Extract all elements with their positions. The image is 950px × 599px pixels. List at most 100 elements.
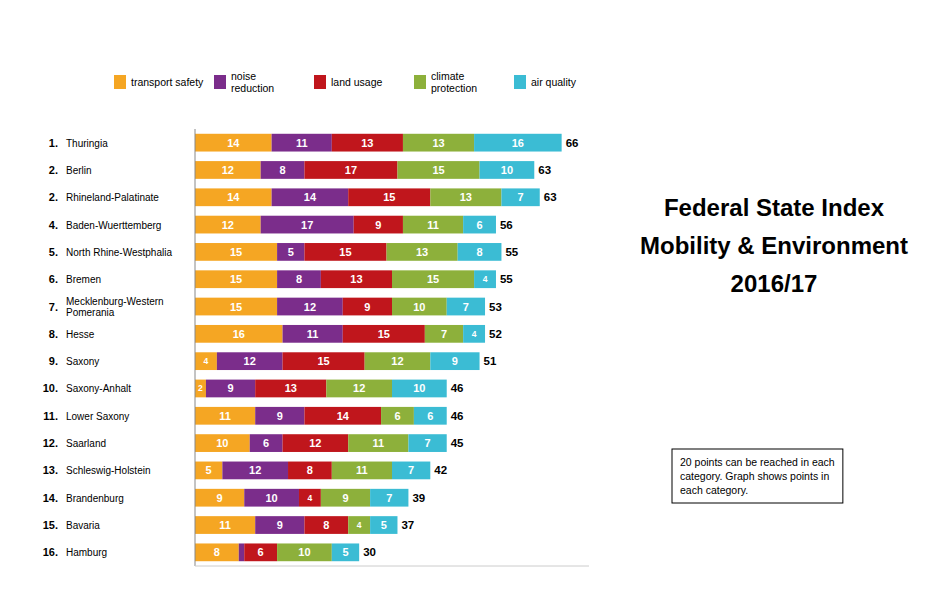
bar-segment xyxy=(195,298,277,316)
text-line: air quality xyxy=(531,76,577,88)
rank-label: 12. xyxy=(43,437,58,449)
legend-label: air quality xyxy=(531,76,577,88)
bar-segment xyxy=(195,543,239,561)
text-line: noise xyxy=(231,70,256,82)
rank-label: 10. xyxy=(43,382,58,394)
text-line: protection xyxy=(431,82,477,94)
data-label: 4 xyxy=(308,493,313,503)
rank-label: 2. xyxy=(49,191,58,203)
data-label: 12 xyxy=(244,355,256,367)
data-label: 7 xyxy=(386,492,392,504)
category-label: Berlin xyxy=(66,164,92,175)
bar-segment xyxy=(408,434,446,452)
data-label: 4 xyxy=(204,356,209,366)
legend-swatch xyxy=(514,75,526,89)
data-label: 15 xyxy=(432,164,444,176)
data-label: 15 xyxy=(339,246,351,258)
legend-swatch xyxy=(314,75,326,89)
bar-segment xyxy=(304,407,381,425)
category-label: Brandenburg xyxy=(66,492,124,503)
bar-segment xyxy=(195,134,272,152)
rank-label: 9. xyxy=(49,355,58,367)
text-line: land usage xyxy=(331,76,383,88)
total-label: 39 xyxy=(412,492,425,504)
total-label: 46 xyxy=(451,382,464,394)
total-label: 30 xyxy=(363,546,376,558)
bar-segment xyxy=(255,516,304,534)
bar-segment xyxy=(463,216,496,234)
data-label: 5 xyxy=(342,546,348,558)
data-label: 12 xyxy=(391,355,403,367)
data-label: 8 xyxy=(214,546,220,558)
bar-segment xyxy=(370,516,397,534)
bar-segment xyxy=(239,543,244,561)
category-label: Baden-Wuerttemberg xyxy=(66,219,161,230)
rank-label: 5. xyxy=(49,246,58,258)
rank-label: 7. xyxy=(49,301,58,313)
text-line: Bavaria xyxy=(66,520,100,531)
legend-label: climateprotection xyxy=(431,70,477,94)
total-label: 63 xyxy=(544,191,557,203)
legend-swatch xyxy=(214,75,226,89)
legend-swatch xyxy=(414,75,426,89)
data-label: 13 xyxy=(432,137,444,149)
data-label: 14 xyxy=(227,191,240,203)
data-label: 8 xyxy=(279,164,285,176)
total-label: 42 xyxy=(434,464,447,476)
bar-segment xyxy=(195,188,272,206)
data-label: 8 xyxy=(323,519,329,531)
data-label: 7 xyxy=(425,437,431,449)
bar-segment xyxy=(326,380,392,398)
bar-segment xyxy=(261,216,354,234)
bar-segment xyxy=(403,134,474,152)
bar-segment xyxy=(343,325,425,343)
data-labels: 1412141215151516421110591181181417581211… xyxy=(198,137,524,559)
category-label: Bavaria xyxy=(66,520,100,531)
data-label: 11 xyxy=(356,464,368,476)
bar-segment xyxy=(474,270,496,288)
bar-segment xyxy=(195,516,255,534)
data-label: 14 xyxy=(227,137,240,149)
data-label: 11 xyxy=(296,137,308,149)
total-label: 51 xyxy=(484,355,497,367)
legend-swatch xyxy=(114,75,126,89)
text-line: Saarland xyxy=(66,438,106,449)
text-line: Hesse xyxy=(66,328,95,339)
category-label: North Rhine-Westphalia xyxy=(66,246,172,257)
data-label: 10 xyxy=(265,492,277,504)
totals: 66636356555553525146464542393730 xyxy=(363,137,578,559)
bar-segment xyxy=(458,243,502,261)
legend: transport safetynoisereductionland usage… xyxy=(114,70,577,94)
text-line: 20 points can be reached in each xyxy=(680,456,835,468)
rank-label: 4. xyxy=(49,219,58,231)
text-line: 2016/17 xyxy=(731,270,818,297)
data-label: 6 xyxy=(258,546,264,558)
bar-segment xyxy=(501,188,539,206)
chart-container: 1412141215151516421110591181181417581211… xyxy=(0,0,950,599)
bar-segment xyxy=(332,543,359,561)
text-line: Schleswig-Holstein xyxy=(66,465,150,476)
data-label: 17 xyxy=(301,219,313,231)
data-label: 6 xyxy=(394,410,400,422)
data-label: 9 xyxy=(342,492,348,504)
bar-segment xyxy=(425,325,463,343)
text-line: Hamburg xyxy=(66,547,107,558)
data-label: 7 xyxy=(408,464,414,476)
bar-segment xyxy=(272,134,332,152)
bar-segment xyxy=(250,434,283,452)
category-label: Schleswig-Holstein xyxy=(66,465,150,476)
data-label: 5 xyxy=(206,464,212,476)
data-label: 15 xyxy=(427,273,439,285)
data-label: 4 xyxy=(483,274,488,284)
total-label: 53 xyxy=(489,301,502,313)
category-labels: 1.Thuringia2.Berlin2.Rhineland-Palatinat… xyxy=(43,137,173,559)
category-label: Mecklenburg-WesternPomerania xyxy=(66,296,164,318)
annotation: 20 points can be reached in eachcategory… xyxy=(680,456,835,496)
text-line: Mecklenburg-Western xyxy=(66,296,164,307)
bar-segment xyxy=(348,516,370,534)
category-label: Saarland xyxy=(66,438,106,449)
data-label: 11 xyxy=(219,410,231,422)
text-line: reduction xyxy=(231,82,274,94)
data-label: 15 xyxy=(230,246,242,258)
category-label: Thuringia xyxy=(66,137,108,148)
